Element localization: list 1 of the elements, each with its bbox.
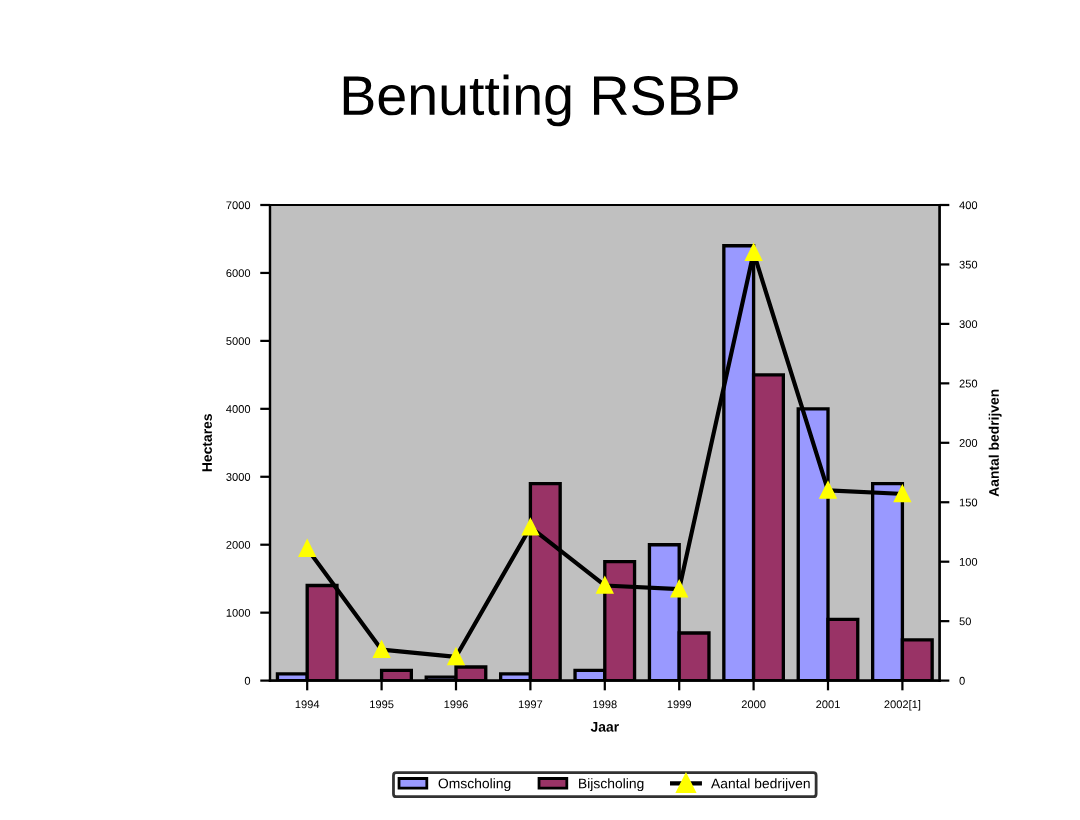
chart-title: Benutting RSBP xyxy=(343,74,738,127)
